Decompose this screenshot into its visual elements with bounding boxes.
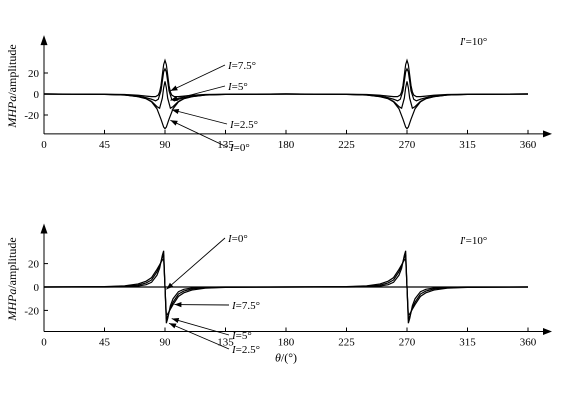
x-tick-label: 180: [278, 336, 295, 348]
x-tick-label: 360: [520, 139, 537, 151]
x-tick-label: 135: [217, 139, 234, 151]
series-line-2: [43, 67, 529, 102]
x-axis-arrowhead: [543, 327, 552, 335]
annotation-label: I=2.5°: [229, 119, 258, 131]
annotation-arrow: [170, 119, 228, 148]
y-tick-label: 0: [34, 89, 40, 101]
annotation-arrow: [168, 322, 230, 350]
annotation-arrowhead: [169, 323, 177, 329]
x-axis-label: θ/(°): [275, 350, 297, 364]
y-tick-label: 20: [28, 259, 40, 271]
y-tick-label: 20: [28, 68, 40, 80]
annotation-arrowhead: [174, 302, 182, 308]
y-tick-label: -20: [24, 305, 39, 317]
annotation-arrow: [170, 64, 226, 92]
annotation-label: I=5°: [227, 81, 248, 93]
series-line-0: [43, 93, 529, 130]
series-line-3: [43, 257, 529, 317]
x-tick-label: 180: [278, 139, 295, 151]
x-tick-label: 45: [99, 139, 111, 151]
x-tick-label: 90: [160, 139, 172, 151]
x-axis-arrowhead: [543, 130, 552, 138]
annotation-label: I=0°: [229, 142, 250, 154]
series-line-3: [43, 58, 529, 98]
annotation-arrowhead: [171, 108, 180, 115]
y-tick-label: -20: [24, 110, 39, 122]
annotation-label: I=0°: [227, 233, 248, 245]
panel-label: I'=10°: [459, 36, 487, 48]
annotation-label: I=5°: [231, 330, 252, 342]
y-tick-label: 0: [34, 282, 40, 294]
annotation-arrow: [170, 85, 226, 101]
x-tick-label: 0: [41, 336, 47, 348]
annotation-label: I=7.5°: [227, 60, 256, 72]
annotation-arrowhead: [170, 120, 178, 126]
y-axis-label: MHPa/amplitude: [5, 44, 19, 128]
bottom-panel: 0 45 90 135 180 225 270 315 360-20020MHPa/amplit…: [5, 223, 552, 364]
x-tick-label: 315: [459, 139, 476, 151]
x-tick-label: 270: [399, 336, 416, 348]
annotation-label: I=2.5°: [231, 344, 260, 356]
annotation-arrowhead: [166, 282, 174, 290]
annotation-arrow: [171, 109, 228, 125]
y-axis-arrowhead: [40, 223, 48, 234]
x-tick-label: 0: [41, 139, 47, 151]
panel-label: I'=10°: [459, 235, 487, 247]
y-axis-arrowhead: [40, 35, 48, 46]
x-tick-label: 225: [338, 336, 355, 348]
annotation-arrow: [171, 318, 230, 336]
annotation-arrowhead: [170, 85, 178, 91]
x-tick-label: 90: [160, 336, 172, 348]
x-tick-label: 225: [338, 139, 355, 151]
top-panel: 0 45 90 135 180 225 270 315 360 -20 0 20 MHPa/amplit…: [5, 35, 552, 154]
x-tick-label: 315: [459, 336, 476, 348]
annotation-arrowhead: [170, 96, 178, 102]
y-axis-label: MHPa/amplitude: [5, 237, 19, 321]
annotation-arrow: [166, 237, 226, 290]
x-tick-label: 45: [99, 336, 111, 348]
x-tick-label: 360: [520, 336, 537, 348]
x-tick-label: 270: [399, 139, 416, 151]
annotation-label: I=7.5°: [231, 300, 260, 312]
annotation-arrowhead: [171, 318, 180, 324]
